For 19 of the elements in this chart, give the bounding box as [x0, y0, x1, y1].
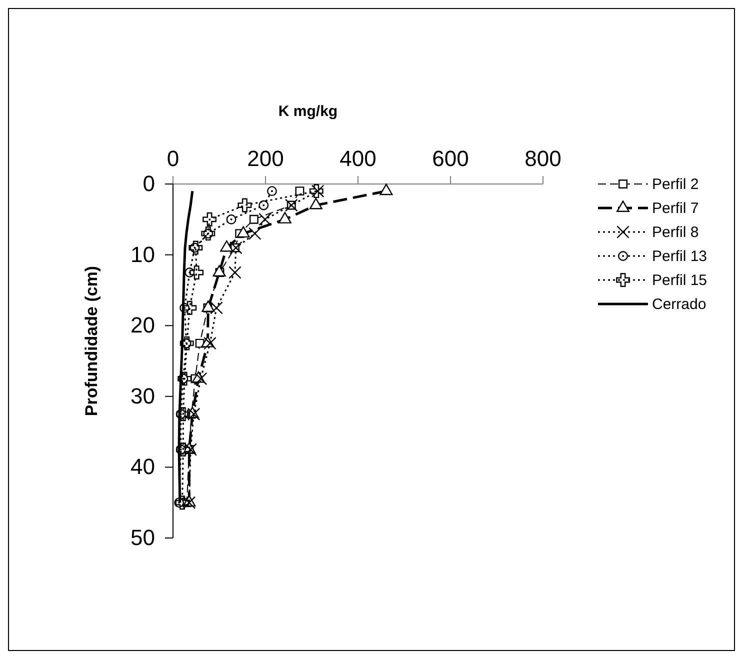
y-tick-label: 10: [130, 242, 155, 267]
x-tick-label: 200: [247, 146, 284, 171]
legend-label: Perfil 15: [652, 272, 708, 289]
y-tick-label: 30: [130, 383, 155, 408]
x-tick-label: 400: [340, 146, 376, 171]
legend-label: Perfil 7: [652, 200, 699, 217]
y-tick-label: 0: [142, 171, 155, 196]
y-tick-label: 40: [130, 454, 155, 480]
y-tick-label: 20: [130, 312, 155, 338]
x-tick-label: 0: [166, 146, 180, 171]
legend-label: Cerrado: [652, 296, 706, 313]
legend-label: Perfil 8: [652, 224, 699, 241]
x-tick-label: 800: [524, 146, 562, 171]
y-axis-title: Profundidade (cm): [82, 266, 101, 416]
legend-label: Perfil 13: [652, 248, 708, 265]
x-axis-title: K mg/kg: [278, 103, 338, 120]
y-tick-label: 50: [130, 525, 155, 550]
x-tick-label: 600: [432, 146, 469, 171]
legend-label: Perfil 2: [652, 176, 699, 193]
